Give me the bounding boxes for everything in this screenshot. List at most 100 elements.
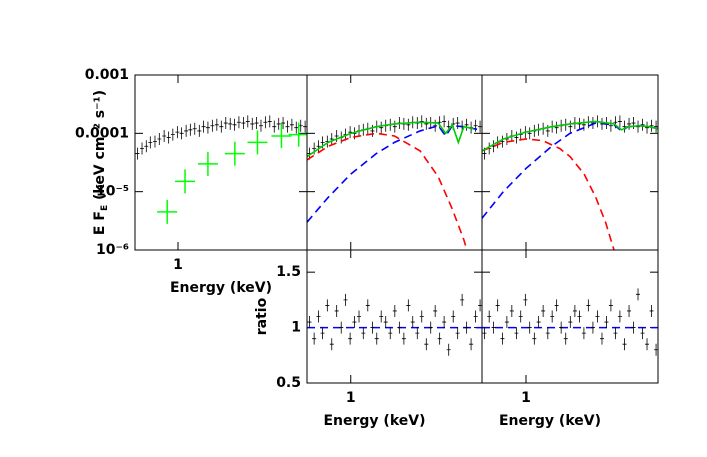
data-point xyxy=(415,327,420,340)
data-point xyxy=(357,310,362,323)
data-point xyxy=(518,310,523,323)
data-point xyxy=(179,127,184,140)
data-point xyxy=(343,293,348,306)
cross-marker xyxy=(157,199,178,224)
data-point xyxy=(469,338,474,351)
data-point xyxy=(442,115,447,128)
data-point xyxy=(617,310,622,323)
data-point xyxy=(410,316,415,329)
data-point xyxy=(581,118,586,131)
data-point xyxy=(162,130,167,143)
data-point xyxy=(348,126,353,139)
plot-area xyxy=(135,115,307,224)
data-point xyxy=(622,338,627,351)
data-point xyxy=(307,316,312,329)
data-point xyxy=(316,140,321,153)
data-point xyxy=(545,327,550,340)
cross-marker xyxy=(175,169,196,194)
data-point xyxy=(401,332,406,345)
data-point xyxy=(219,120,224,133)
data-point xyxy=(631,117,636,130)
data-point xyxy=(654,120,658,133)
data-point xyxy=(464,321,469,334)
data-point xyxy=(473,310,478,323)
data-point xyxy=(527,321,532,334)
data-point xyxy=(383,316,388,329)
panel-frame xyxy=(481,249,659,384)
data-point xyxy=(370,321,375,334)
data-point xyxy=(188,123,193,136)
data-point xyxy=(285,120,290,133)
cross-marker xyxy=(247,130,268,155)
data-point xyxy=(527,127,532,140)
y-tick-label: 0.001 xyxy=(85,67,129,83)
data-point xyxy=(627,117,632,130)
plot-area xyxy=(307,115,482,250)
data-point xyxy=(334,130,339,143)
data-point xyxy=(312,332,317,345)
data-point xyxy=(329,132,334,145)
data-point xyxy=(464,118,469,131)
data-point xyxy=(442,316,447,329)
data-point xyxy=(613,327,618,340)
data-point xyxy=(482,327,487,340)
data-point xyxy=(197,124,202,137)
data-point xyxy=(320,327,325,340)
data-point xyxy=(627,304,632,317)
data-point xyxy=(392,120,397,133)
data-point xyxy=(228,117,233,130)
plot-area xyxy=(482,288,658,356)
data-point xyxy=(495,299,500,312)
data-point xyxy=(406,118,411,131)
data-point xyxy=(205,121,210,134)
data-point xyxy=(478,120,482,133)
data-point xyxy=(334,304,339,317)
data-point xyxy=(140,142,145,155)
data-point xyxy=(451,310,456,323)
data-point xyxy=(649,119,654,132)
data-point xyxy=(144,140,149,153)
y-label-main: ratio xyxy=(254,297,270,335)
data-point xyxy=(419,310,424,323)
model-line xyxy=(307,121,474,158)
data-point xyxy=(473,119,478,132)
panel-frame xyxy=(134,74,308,251)
data-point xyxy=(568,316,573,329)
data-point xyxy=(433,304,438,317)
data-point xyxy=(365,299,370,312)
data-point xyxy=(595,310,600,323)
data-point xyxy=(157,132,162,145)
data-point xyxy=(455,327,460,340)
data-point xyxy=(541,304,546,317)
data-point xyxy=(361,327,366,340)
data-point xyxy=(649,304,654,317)
y-label-main: E F xyxy=(92,211,108,235)
model-line xyxy=(482,120,658,152)
data-point xyxy=(272,120,277,133)
data-point xyxy=(491,321,496,334)
data-point xyxy=(339,321,344,334)
data-point xyxy=(267,115,272,128)
data-point xyxy=(586,299,591,312)
data-point xyxy=(135,147,140,160)
data-point xyxy=(210,119,215,132)
data-point xyxy=(263,116,268,129)
x-tick-label: 1 xyxy=(173,257,183,273)
y-label-sub: E xyxy=(100,205,110,211)
x-axis-label: Energy (keV) xyxy=(499,413,601,429)
model-line xyxy=(307,132,468,250)
data-point xyxy=(348,332,353,345)
cross-marker xyxy=(197,151,218,176)
data-point xyxy=(379,310,384,323)
data-point xyxy=(604,316,609,329)
data-point xyxy=(523,293,528,306)
data-point xyxy=(554,299,559,312)
data-point xyxy=(294,121,299,134)
data-point xyxy=(532,332,537,345)
data-point xyxy=(241,117,246,130)
data-point xyxy=(254,117,259,130)
data-point xyxy=(258,119,263,132)
data-point xyxy=(563,332,568,345)
data-point xyxy=(509,304,514,317)
